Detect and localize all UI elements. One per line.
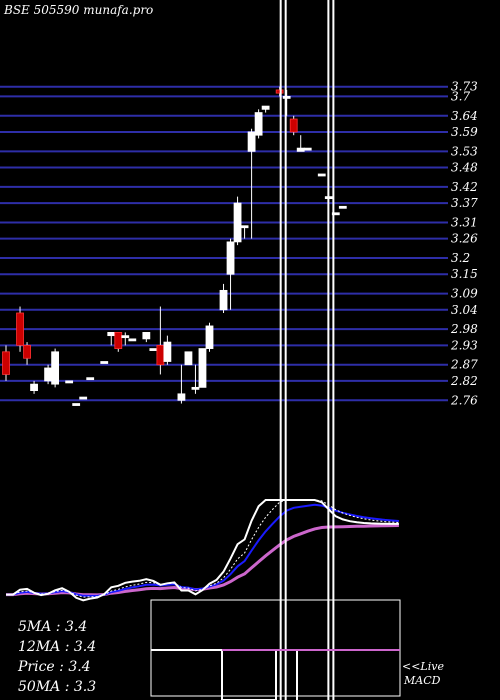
tick-label-3: 3.59 (451, 125, 478, 139)
candle-body (86, 377, 95, 381)
tick-label-10: 3.2 (451, 251, 470, 265)
tick-label-4: 3.53 (451, 144, 478, 158)
candle-body (107, 332, 116, 337)
candle-body (198, 348, 207, 388)
tick-label-16: 2.87 (450, 358, 478, 372)
candle-body (303, 147, 312, 151)
tick-label-14: 2.98 (450, 322, 478, 336)
macd-live-label: <<Live (402, 660, 444, 673)
macd-histogram-line (151, 649, 298, 700)
candle-body (289, 118, 298, 133)
legend-12ma: 12MA : 3.4 (18, 639, 96, 655)
tick-label-9: 3.26 (451, 232, 478, 246)
tick-label-8: 3.31 (451, 215, 478, 229)
candle-body (331, 212, 340, 216)
candle-body (275, 89, 284, 94)
tick-label-17: 2.82 (450, 374, 478, 388)
tick-label-18: 2.76 (450, 393, 478, 407)
candle-body (205, 325, 214, 349)
candle-body (226, 241, 235, 275)
candle-body (233, 202, 242, 243)
tick-label-12: 3.09 (451, 287, 478, 301)
vertical-markers (279, 0, 335, 700)
tick-label-6: 3.42 (451, 180, 478, 194)
candle-body (219, 289, 228, 311)
candle-body (142, 332, 151, 340)
tick-label-5: 3.48 (451, 161, 478, 175)
candle-body (114, 332, 123, 349)
macd-box (150, 599, 401, 700)
tick-label-11: 3.15 (451, 267, 478, 281)
candle-body (240, 225, 249, 229)
tick-label-13: 3.04 (451, 303, 478, 317)
candle-body (184, 351, 193, 366)
candle-body (30, 383, 38, 392)
tick-label-0: 3.73 (451, 80, 478, 94)
ma-dotted-line (6, 499, 399, 598)
price-tick-labels: 3.733.7 3.64 3.59 3.53 3.48 3.42 3.37 3.31 3.26 3… (450, 80, 478, 408)
candle-body (23, 344, 31, 359)
candle-body (317, 173, 326, 177)
candle-body (163, 341, 172, 362)
ma-slow-line (6, 524, 399, 597)
chart-title: BSE 505590 munafa.pro (3, 3, 153, 17)
macd-label: MACD (403, 674, 441, 687)
candle-body (128, 338, 137, 342)
candle-body (296, 147, 305, 152)
candle-body (121, 335, 130, 339)
legend-price: Price : 3.4 (17, 659, 91, 675)
tick-label-7: 3.37 (451, 196, 478, 210)
indicator-lines (6, 499, 399, 602)
candlesticks (2, 86, 347, 406)
candle-body (254, 112, 263, 136)
candle-body (261, 105, 270, 110)
candle-body (247, 131, 256, 152)
candle-body (79, 396, 88, 400)
candle-body (282, 95, 291, 99)
candle-body (100, 361, 109, 364)
candle-body (149, 348, 158, 351)
price-grid (0, 85, 448, 402)
candle-body (2, 351, 10, 375)
candle-body (16, 312, 24, 346)
tick-label-2: 3.64 (451, 109, 478, 123)
candle-body (44, 367, 53, 382)
candle-body (191, 386, 200, 390)
candle-body (51, 351, 60, 385)
candle-body (65, 380, 74, 384)
tick-label-15: 2.93 (450, 338, 478, 352)
candle-body (177, 393, 186, 401)
legend-50ma: 50MA : 3.3 (18, 679, 96, 695)
candle-body (156, 344, 165, 366)
ma-fast-line (6, 499, 399, 602)
candle-body (72, 403, 81, 406)
tick-label-1: 3.7 (451, 89, 470, 103)
legend-5ma: 5MA : 3.4 (18, 619, 87, 635)
candle-body (338, 205, 347, 209)
